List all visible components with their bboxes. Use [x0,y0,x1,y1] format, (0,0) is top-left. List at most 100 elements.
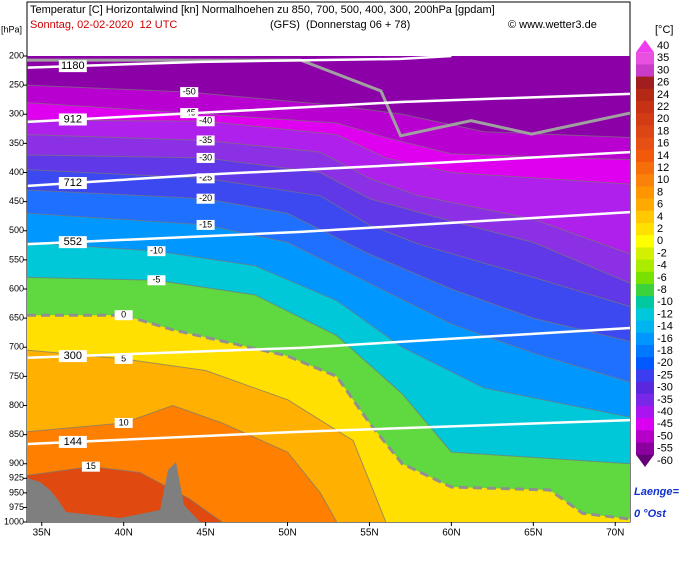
colorbar-swatch [636,381,654,395]
label-box [196,193,215,204]
colorbar-swatch [636,296,654,309]
colorbar-label: 6 [657,199,663,211]
isotherm-label: -50 [180,86,199,98]
colorbar-label: 16 [657,138,669,150]
colorbar-swatch [636,393,654,407]
y-tick-label: 975 [9,502,24,512]
colorbar-label: -50 [657,430,673,442]
isotherm-label: -40 [196,116,215,127]
label-box [114,310,133,321]
height-line [27,92,630,124]
isotherm-line [27,102,630,161]
colorbar-label: -20 [657,357,673,369]
height-line [27,210,630,246]
colorbar-swatch [636,284,654,297]
label-box [196,135,215,146]
run-line: (GFS) (Donnerstag 06 + 78) [270,19,410,31]
isotherm-line [27,119,630,185]
y-tick-label: 450 [9,196,24,206]
y-tick-label: 850 [9,429,24,439]
colorbar-label: -25 [657,369,673,381]
x-tick-label: 45N [196,528,214,539]
colorbar-label: 26 [657,77,669,89]
isotherm-line [27,84,630,139]
colorbar-swatch [636,76,654,90]
colorbar-swatch [636,418,654,431]
y-tick-label: 200 [9,50,24,60]
isotherm-label: 10 [114,417,133,428]
label-box [81,461,100,472]
colorbar-label: [°C] [655,24,673,36]
label-box [196,152,215,163]
isotherm-label: -20 [196,193,215,204]
colorbar-swatch [636,442,654,456]
isotherm-level: 10 [119,417,129,427]
colorbar-swatch [636,320,654,334]
colorbar-label: 18 [657,125,669,137]
y-tick-label: 250 [9,80,24,90]
colorbar-label: 22 [657,101,669,113]
label-box [58,60,87,73]
height-line [27,56,452,69]
colorbar-label: -10 [657,296,673,308]
isotherm-level: -40 [199,116,212,126]
x-tick-label: 35N [33,528,51,539]
y-unit-label: [hPa] [1,24,22,34]
x-tick-label: 50N [278,528,296,539]
colorbar-swatch [636,137,654,151]
colorbar-label: 35 [657,52,669,64]
isotherm-level: 5 [121,353,126,363]
colorbar-swatch [636,210,654,224]
colorbar-swatch [636,454,654,467]
colorbar-swatch [636,198,654,212]
isotherm-level: -15 [199,219,212,229]
isotherm-line [27,466,223,522]
colorbar-swatch [636,357,654,370]
x-tick-label: 70N [606,528,624,539]
colorbar-swatch [636,369,654,383]
colorbar-label: 8 [657,186,663,198]
x-tick-label: 65N [524,528,542,539]
y-tick-label: 700 [9,342,24,352]
terrain [27,462,200,522]
isotherm-level: -5 [152,275,160,285]
colorbar-swatch [636,345,654,358]
height-level: 300 [64,350,82,362]
isotherm-level: 0 [121,310,126,320]
colorbar-swatch [636,40,654,53]
label-box [58,435,87,448]
label-box [58,177,87,190]
label-box [196,116,215,127]
colorbar-label: 40 [657,40,669,52]
isotherm-level: -50 [183,86,196,96]
y-tick-label: 500 [9,225,24,235]
y-tick-label: 350 [9,138,24,148]
colorbar-label: 20 [657,113,669,125]
colorbar-swatch [636,223,654,236]
colorbar-label: 4 [657,211,663,223]
isotherm-label: -5 [147,275,166,286]
y-tick-label: 550 [9,254,24,264]
colorbar-label: -40 [657,406,673,418]
height-level: 912 [64,113,82,125]
colorbar-label: 10 [657,174,669,186]
y-tick-label: 925 [9,473,24,483]
y-tick-label: 1000 [4,516,24,526]
footer-line: Laenge= [634,486,680,498]
label-box [58,350,87,363]
isotherm-line [27,349,387,522]
isotherm-level: -20 [199,193,212,203]
height-level: 144 [64,436,82,448]
height-line [27,418,630,446]
isotherm-label: 15 [81,461,100,472]
source: © www.wetter3.de [508,19,597,31]
label-box [180,87,199,98]
label-box [58,113,87,126]
y-tick-label: 650 [9,313,24,323]
isotherm-line [27,313,630,521]
chart-title: Temperatur [C] Horizontalwind [kn] Norma… [30,4,495,16]
isotherm-label: -15 [196,219,215,230]
isotherm-label: -10 [147,246,166,257]
x-tick-label: 40N [114,528,132,539]
